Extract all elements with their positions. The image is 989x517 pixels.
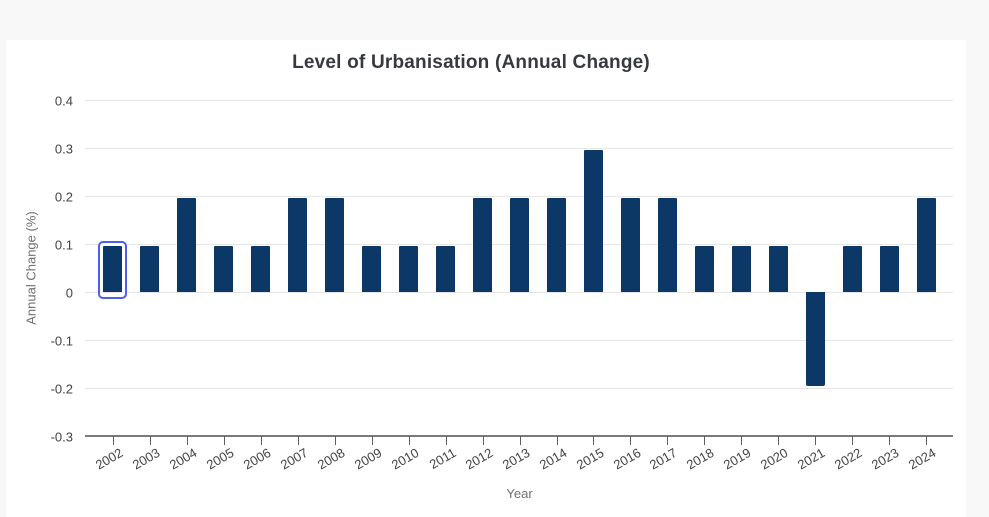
bar-2002[interactable] xyxy=(103,246,123,292)
x-tick xyxy=(889,436,891,445)
gridline xyxy=(85,388,953,389)
y-tick-label: 0.4 xyxy=(54,93,73,108)
y-tick-label: 0.3 xyxy=(54,141,73,156)
x-tick-label[interactable]: 2005 xyxy=(203,445,237,473)
bar-2003[interactable] xyxy=(140,246,160,292)
x-tick-label[interactable]: 2012 xyxy=(462,445,496,473)
x-tick xyxy=(519,436,521,445)
x-tick xyxy=(297,436,299,445)
bar-2007[interactable] xyxy=(288,198,308,292)
x-tick xyxy=(778,436,780,445)
x-tick xyxy=(112,436,114,445)
bar-2009[interactable] xyxy=(362,246,382,292)
x-tick xyxy=(186,436,188,445)
bar-2023[interactable] xyxy=(879,246,899,292)
x-tick-label[interactable]: 2006 xyxy=(240,445,274,473)
chart-title: Level of Urbanisation (Annual Change) xyxy=(292,52,650,73)
y-tick-label: 0.2 xyxy=(54,189,73,204)
bar-2004[interactable] xyxy=(177,198,197,292)
x-tick-label[interactable]: 2022 xyxy=(832,445,865,473)
bar-2006[interactable] xyxy=(251,246,271,292)
y-tick-label: 0.1 xyxy=(54,237,73,252)
x-tick xyxy=(926,436,928,445)
x-tick xyxy=(408,436,410,445)
gridline xyxy=(85,340,953,341)
chart-card: Level of Urbanisation (Annual Change) An… xyxy=(6,40,966,517)
x-tick xyxy=(667,436,669,445)
bar-2015[interactable] xyxy=(583,150,603,292)
x-tick-label[interactable]: 2018 xyxy=(684,445,717,473)
x-tick-label[interactable]: 2009 xyxy=(351,445,385,473)
bar-2020[interactable] xyxy=(768,246,788,292)
x-tick-label[interactable]: 2016 xyxy=(610,445,643,473)
bar-2017[interactable] xyxy=(657,198,677,292)
bar-2016[interactable] xyxy=(620,198,640,292)
x-tick xyxy=(445,436,447,445)
x-tick xyxy=(334,436,336,445)
gridline xyxy=(85,148,953,149)
x-tick xyxy=(482,436,484,445)
x-tick xyxy=(556,436,558,445)
bar-2024[interactable] xyxy=(916,198,936,292)
gridline xyxy=(85,196,953,197)
bar-2011[interactable] xyxy=(436,246,456,292)
x-tick-label[interactable]: 2021 xyxy=(795,445,828,473)
bar-2014[interactable] xyxy=(547,198,566,292)
y-tick-label: -0.2 xyxy=(50,381,73,396)
bar-2010[interactable] xyxy=(399,246,419,292)
bar-2022[interactable] xyxy=(842,246,862,292)
bar-2018[interactable] xyxy=(694,246,714,292)
x-tick xyxy=(593,436,595,445)
bar-2005[interactable] xyxy=(214,246,234,292)
x-tick xyxy=(852,436,854,445)
x-tick xyxy=(223,436,225,445)
bar-2021[interactable] xyxy=(805,292,825,386)
x-tick-label[interactable]: 2010 xyxy=(388,445,422,473)
x-axis-title: Year xyxy=(506,486,533,501)
x-axis-line xyxy=(85,435,953,437)
bar-2013[interactable] xyxy=(510,198,530,292)
x-tick-label[interactable]: 2011 xyxy=(426,445,459,472)
x-tick-label[interactable]: 2003 xyxy=(129,445,163,473)
plot-area: 0.4 0.3 0.2 0.1 0 -0.1 -0.2 -0.3 2002 2003 2004 200… xyxy=(6,40,966,517)
x-tick-label[interactable]: 2020 xyxy=(758,445,791,473)
x-tick xyxy=(149,436,151,445)
x-tick-label[interactable]: 2014 xyxy=(536,445,569,473)
x-tick-label[interactable]: 2004 xyxy=(166,445,200,473)
bar-2008[interactable] xyxy=(325,198,345,292)
x-tick-label[interactable]: 2002 xyxy=(92,445,126,473)
x-tick-label[interactable]: 2023 xyxy=(869,445,902,473)
x-tick-label[interactable]: 2013 xyxy=(499,445,533,473)
bar-2019[interactable] xyxy=(731,246,751,292)
x-tick-label[interactable]: 2008 xyxy=(314,445,348,473)
x-tick-label[interactable]: 2007 xyxy=(277,445,311,473)
gridline xyxy=(85,292,953,293)
x-tick xyxy=(815,436,817,445)
x-tick-label[interactable]: 2024 xyxy=(906,445,939,473)
y-tick-label: -0.1 xyxy=(50,333,73,348)
gridline xyxy=(85,100,953,101)
y-tick-label: 0 xyxy=(65,285,73,300)
x-tick-label[interactable]: 2017 xyxy=(647,445,680,473)
x-tick xyxy=(630,436,632,445)
x-tick xyxy=(371,436,373,445)
bar-2012[interactable] xyxy=(473,198,493,292)
x-tick-label[interactable]: 2019 xyxy=(721,445,754,473)
x-tick-label[interactable]: 2015 xyxy=(573,445,606,473)
x-tick xyxy=(704,436,706,445)
x-tick xyxy=(260,436,262,445)
x-tick xyxy=(741,436,743,445)
y-tick-label: -0.3 xyxy=(50,429,73,444)
